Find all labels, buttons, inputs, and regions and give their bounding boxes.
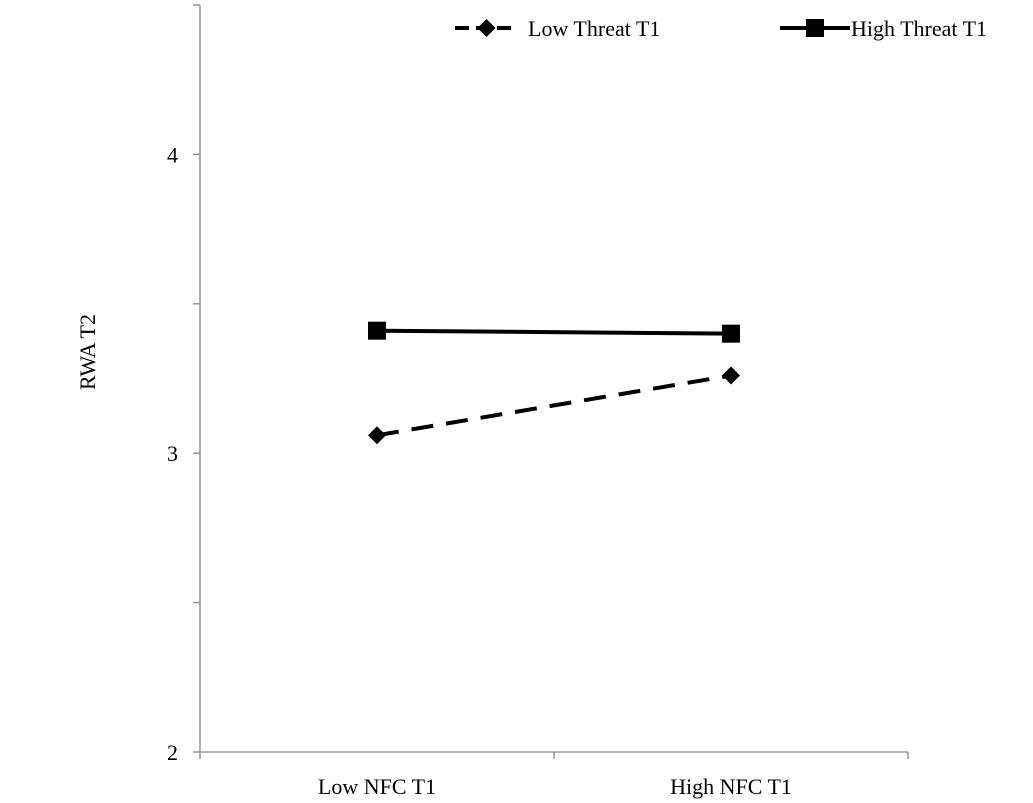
- y-tick-label: 2: [167, 740, 178, 765]
- data-point-low-threat-t1: [368, 426, 386, 445]
- data-point-high-threat-t1: [722, 324, 740, 343]
- legend-marker: [477, 19, 496, 37]
- series-lines: [376, 328, 732, 438]
- axes: [199, 5, 908, 753]
- legend: Low Threat T1 High Threat T1: [455, 16, 987, 41]
- x-tick-labels: Low NFC T1 High NFC T1: [199, 752, 909, 799]
- series-line-low-threat-t1: [376, 373, 732, 438]
- legend-label: High Threat T1: [851, 16, 987, 41]
- x-tick-label: Low NFC T1: [318, 774, 436, 799]
- y-tick-label: 4: [167, 142, 178, 167]
- y-ticks: 2 3 4: [167, 4, 200, 765]
- legend-marker: [806, 19, 824, 37]
- series-markers: [368, 321, 740, 445]
- legend-item-high-threat-t1: High Threat T1: [780, 16, 987, 41]
- series-line-high-threat-t1: [376, 328, 732, 336]
- legend-label: Low Threat T1: [528, 16, 660, 41]
- x-tick-label: High NFC T1: [670, 774, 792, 799]
- data-point-low-threat-t1: [722, 366, 740, 385]
- y-axis-title: RWA T2: [75, 314, 100, 390]
- y-tick-label: 3: [167, 441, 178, 466]
- legend-item-low-threat-t1: Low Threat T1: [455, 16, 660, 41]
- data-point-high-threat-t1: [368, 321, 386, 340]
